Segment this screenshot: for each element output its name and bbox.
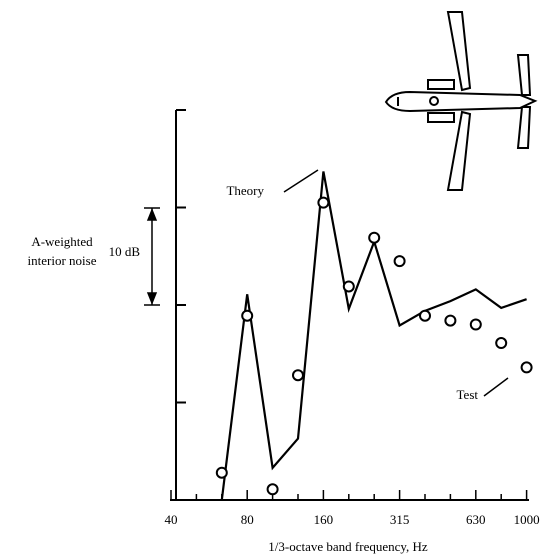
test-marker — [495, 337, 508, 350]
test-marker — [419, 309, 431, 322]
airplane-icon — [384, 11, 538, 191]
x-axis-label: 1/3-octave band frequency, Hz — [268, 539, 428, 554]
y-axis-label: interior noise — [28, 253, 97, 268]
test-marker — [469, 318, 482, 331]
test-marker — [292, 369, 304, 382]
annotation-leader — [283, 169, 319, 193]
series-annotation: Theory — [226, 183, 264, 198]
test-marker — [520, 361, 533, 374]
scale-bar — [144, 207, 160, 306]
x-tick-label: 630 — [466, 512, 486, 527]
test-marker — [241, 309, 254, 322]
series-annotation: Test — [457, 387, 479, 402]
test-marker — [393, 255, 406, 268]
test-marker — [342, 280, 355, 293]
y-axis-label: A-weighted — [31, 234, 93, 249]
test-marker — [368, 231, 381, 244]
test-marker — [444, 314, 457, 327]
scale-bar-label: 10 dB — [109, 244, 141, 259]
x-tick-label: 1000 — [514, 512, 540, 527]
test-marker — [317, 196, 330, 209]
test-marker — [215, 466, 228, 479]
x-tick-label: 80 — [241, 512, 254, 527]
x-tick-label: 315 — [390, 512, 410, 527]
test-marker — [266, 483, 279, 496]
x-tick-label: 40 — [165, 512, 178, 527]
annotation-leader — [483, 377, 509, 397]
x-tick-label: 160 — [314, 512, 334, 527]
theory-line — [220, 171, 527, 501]
